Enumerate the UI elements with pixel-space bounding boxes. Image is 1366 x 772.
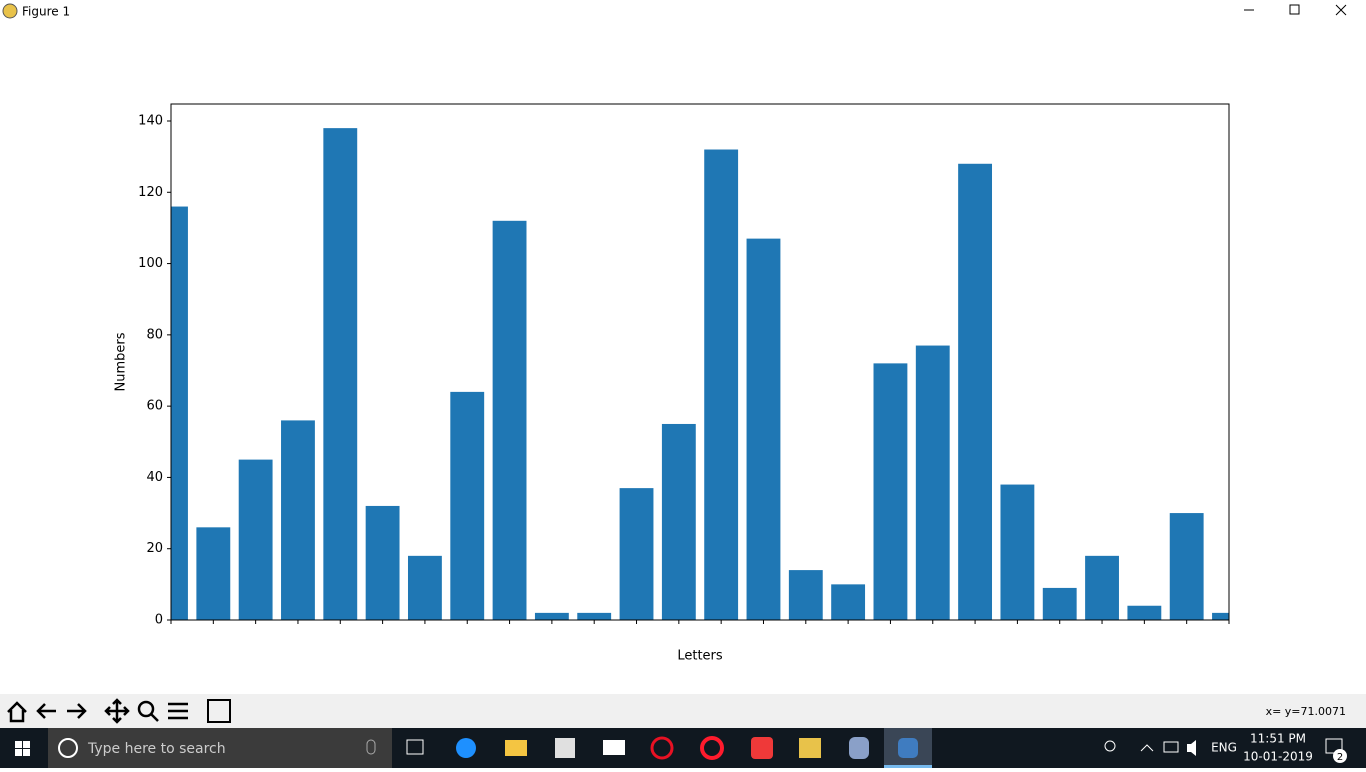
back-button[interactable] — [36, 703, 56, 719]
restore-button[interactable] — [1289, 4, 1300, 15]
bar — [619, 488, 654, 620]
home-button[interactable] — [7, 701, 27, 723]
bar — [1085, 555, 1119, 620]
edge-icon[interactable] — [456, 738, 476, 758]
title-bar — [0, 0, 1366, 24]
taskbar: Type here to search ENG 11:51 PM 10-01-2… — [0, 728, 1366, 768]
y-tick-label: 120 — [138, 185, 163, 200]
bar — [788, 570, 823, 620]
bar — [534, 612, 569, 620]
bar — [365, 505, 400, 620]
x-axis-label: Letters — [677, 649, 723, 664]
bars — [171, 128, 1229, 620]
y-tick-label: 80 — [146, 327, 163, 342]
window-title: Figure 1 — [22, 5, 70, 19]
volume-icon[interactable] — [1187, 740, 1196, 756]
chart: 0 20 40 60 80 100 120 140 Letters Numbers — [114, 103, 1230, 664]
y-tick-label: 140 — [138, 114, 163, 129]
bar — [323, 128, 358, 620]
bar — [704, 149, 739, 620]
y-axis-label: Numbers — [114, 332, 129, 391]
bar — [746, 238, 781, 620]
toolbar — [0, 694, 1366, 728]
vivaldi-icon[interactable] — [751, 737, 773, 759]
y-tick-label: 40 — [146, 470, 163, 485]
configure-button[interactable] — [168, 702, 188, 720]
close-button[interactable] — [1335, 4, 1347, 16]
bar — [407, 555, 442, 620]
notification-count: 2 — [1337, 752, 1343, 763]
app-icon-1[interactable] — [650, 736, 674, 760]
bar — [958, 163, 993, 620]
language[interactable]: ENG — [1211, 741, 1237, 755]
bar — [450, 391, 485, 620]
bar — [873, 363, 908, 620]
clock-time[interactable]: 11:51 PM — [1250, 732, 1306, 746]
store-icon[interactable] — [555, 738, 575, 758]
app-icon-2[interactable] — [799, 738, 821, 758]
save-button[interactable] — [207, 699, 231, 723]
clock-date[interactable]: 10-01-2019 — [1243, 750, 1313, 764]
y-tick-label: 60 — [146, 399, 163, 414]
people-icon[interactable] — [1104, 740, 1116, 752]
bar — [171, 206, 188, 620]
bar — [661, 423, 696, 620]
tray-expand[interactable] — [1140, 744, 1154, 752]
toolbar-icons — [7, 698, 231, 724]
bar — [1042, 587, 1077, 620]
y-tick-label: 100 — [138, 256, 163, 271]
bar — [915, 345, 950, 620]
bar — [831, 584, 866, 620]
forward-button[interactable] — [67, 703, 87, 719]
zoom-button[interactable] — [137, 700, 155, 718]
bar — [492, 220, 527, 620]
bar — [1169, 513, 1204, 620]
bar — [238, 459, 273, 620]
taskbar-graphics: Type here to search ENG 11:51 PM 10-01-2… — [15, 728, 1347, 768]
y-tick-label: 20 — [146, 541, 163, 556]
bar — [281, 420, 315, 620]
search-placeholder: Type here to search — [87, 741, 226, 757]
y-tick-label: 0 — [155, 613, 163, 628]
opera-icon[interactable] — [700, 736, 724, 760]
coords-status: x= y=71.0071 — [1266, 705, 1346, 718]
explorer-icon[interactable] — [505, 740, 527, 756]
db-icon[interactable] — [849, 737, 869, 759]
bar — [577, 612, 612, 620]
bar — [1127, 605, 1162, 620]
axes-frame — [170, 103, 1230, 621]
bar — [1000, 484, 1035, 620]
task-view[interactable] — [406, 739, 424, 755]
mail-icon[interactable] — [603, 740, 625, 755]
pan-button[interactable] — [104, 698, 130, 724]
bar — [196, 527, 231, 620]
cortana-icon — [58, 738, 78, 758]
search-box[interactable] — [48, 728, 392, 768]
network-icon[interactable] — [1163, 741, 1179, 753]
mic-icon[interactable] — [366, 739, 376, 755]
app-icon — [2, 3, 18, 19]
start-button[interactable] — [15, 741, 30, 756]
bar — [1212, 612, 1229, 620]
